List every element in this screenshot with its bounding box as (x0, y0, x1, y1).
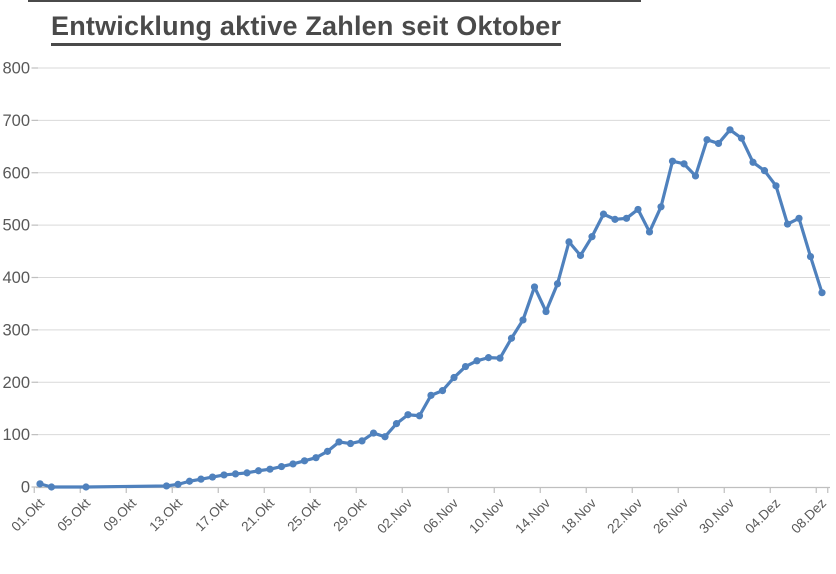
y-axis-label: 500 (2, 217, 30, 235)
data-point-marker (392, 420, 401, 428)
data-point-marker (369, 429, 378, 437)
x-axis-label: 14.Nov (512, 495, 553, 536)
data-point-marker (599, 210, 608, 218)
data-point-marker (726, 126, 734, 134)
x-axis-label: 21.Okt (238, 495, 277, 534)
data-point-marker (530, 283, 539, 291)
x-axis-label: 25.Okt (284, 495, 323, 534)
data-point-marker (818, 289, 826, 297)
data-point-marker (197, 475, 205, 483)
data-point-marker (496, 354, 504, 362)
data-point-marker (300, 457, 309, 465)
y-axis-label: 700 (2, 112, 30, 130)
data-point-marker (266, 465, 274, 473)
data-point-marker (82, 483, 90, 491)
data-point-marker (335, 438, 343, 446)
data-point-marker (634, 205, 642, 214)
data-point-marker (588, 233, 596, 241)
data-point-marker (657, 203, 665, 211)
data-point-marker (231, 470, 240, 478)
x-axis-label: 17.Okt (192, 495, 231, 534)
data-point-marker (760, 167, 769, 175)
y-axis-label: 200 (2, 374, 30, 392)
data-point-marker (450, 373, 458, 382)
data-point-marker (358, 437, 366, 445)
x-axis-label: 30.Nov (696, 495, 737, 536)
y-axis-label: 0 (21, 479, 30, 497)
data-point-marker (174, 480, 182, 488)
data-point-marker (576, 251, 585, 260)
y-axis-label: 100 (2, 426, 30, 444)
y-axis-label: 300 (2, 321, 30, 339)
data-point-marker (289, 460, 297, 468)
data-point-marker (323, 447, 332, 455)
data-point-marker (404, 411, 412, 419)
data-point-marker (415, 412, 424, 420)
data-point-marker (162, 482, 171, 490)
x-axis-label: 18.Nov (558, 495, 599, 536)
y-axis-label: 400 (2, 269, 30, 287)
data-point-marker (185, 477, 194, 485)
data-point-marker (737, 134, 746, 142)
data-point-marker (553, 280, 562, 288)
data-point-marker (542, 307, 550, 316)
x-axis-label: 10.Nov (466, 495, 507, 536)
y-axis-label: 800 (2, 60, 30, 78)
data-point-marker (312, 454, 320, 462)
data-point-marker (36, 480, 44, 488)
data-point-marker (622, 214, 631, 222)
data-point-marker (668, 157, 677, 165)
data-point-marker (220, 471, 228, 479)
x-axis-label: 22.Nov (604, 495, 645, 536)
x-axis-label: 01.Okt (8, 495, 47, 534)
data-point-marker (427, 391, 435, 399)
data-point-marker (461, 362, 470, 371)
data-point-marker (772, 182, 780, 190)
data-point-marker (47, 483, 56, 491)
data-point-marker (243, 469, 251, 477)
data-point-marker (645, 228, 654, 236)
y-axis-label: 600 (2, 164, 30, 182)
data-point-marker (691, 172, 700, 180)
x-axis-label: 29.Okt (330, 495, 369, 534)
data-point-marker (519, 316, 527, 324)
data-point-marker (749, 158, 757, 166)
data-point-marker (208, 473, 217, 481)
x-axis-label: 26.Nov (650, 495, 691, 536)
data-point-marker (783, 220, 792, 228)
data-point-marker (714, 139, 723, 148)
data-point-marker (806, 252, 815, 261)
x-axis-label: 09.Okt (100, 495, 139, 534)
data-point-marker (507, 334, 516, 342)
data-point-marker (346, 439, 355, 448)
data-point-marker (277, 462, 286, 471)
x-axis-label: 13.Okt (146, 495, 185, 534)
chart-title: Entwicklung aktive Zahlen seit Oktober (51, 11, 562, 46)
x-axis-label: 02.Nov (374, 495, 415, 536)
x-axis-label: 04.Dez (742, 495, 783, 536)
data-point-marker (381, 433, 389, 441)
x-axis-label: 06.Nov (420, 495, 461, 536)
top-rule (28, 0, 641, 2)
x-axis-label: 05.Okt (54, 495, 93, 534)
data-point-marker (565, 238, 573, 246)
data-point-marker (254, 467, 263, 475)
data-point-marker (703, 136, 711, 144)
x-axis-label: 08.Dez (788, 495, 829, 536)
data-point-marker (680, 160, 688, 168)
data-point-marker (484, 354, 493, 362)
series-line (38, 128, 824, 489)
data-point-marker (611, 215, 619, 223)
data-point-marker (473, 357, 481, 365)
data-point-marker (438, 387, 447, 395)
data-point-marker (795, 214, 803, 222)
